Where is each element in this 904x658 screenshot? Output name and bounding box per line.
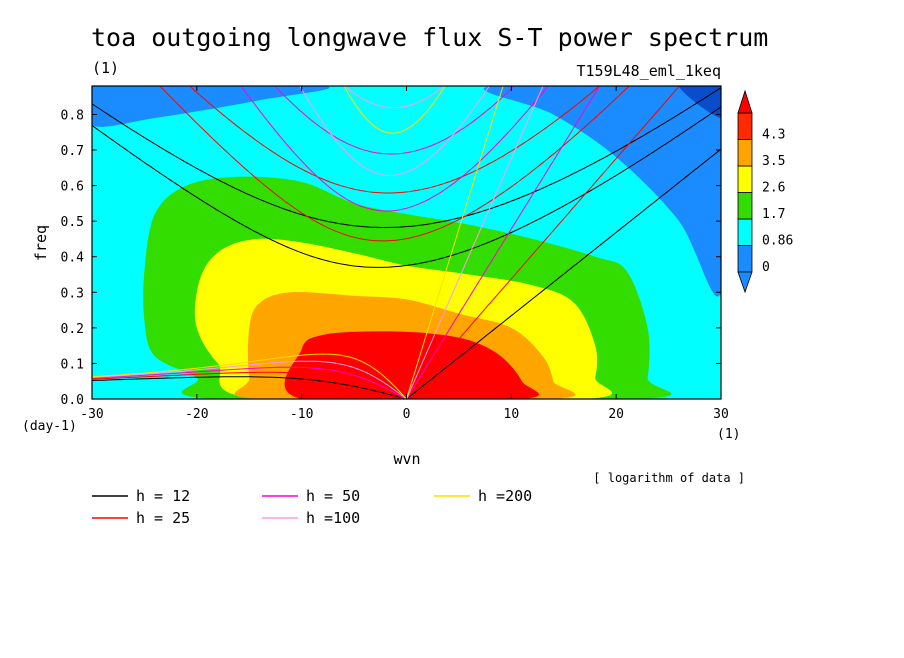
y-tick-label: 0.5 [61, 215, 84, 230]
colorbar-label: 1.7 [762, 207, 785, 222]
ig2-curve-h25 [188, 86, 601, 194]
legend: h = 12 h = 25 h = 50 h =100 h =200 [92, 487, 532, 527]
ig1-curve-h25 [159, 86, 631, 242]
chart-subtitle-left: (1) [92, 59, 119, 77]
colorbar-segment [737, 218, 753, 246]
rossby-curve-h12 [92, 376, 407, 399]
y-tick-label: 0.7 [61, 144, 84, 159]
x-tick-label: -30 [80, 407, 103, 422]
x-axis-label: wvn [393, 450, 420, 468]
colorbar-segment [737, 245, 753, 273]
y-tick-label: 0.2 [61, 322, 84, 337]
kelvin-curve-h12 [406, 148, 721, 399]
colorbar-segment [737, 112, 753, 140]
y-tick-label: 0.4 [61, 251, 85, 266]
rossby-curve-h100 [92, 360, 407, 399]
y-tick-label: 0.3 [61, 286, 84, 301]
kelvin-curve-h25 [406, 86, 681, 399]
rossby-curve-h50 [92, 366, 407, 399]
colorbar-arrow-bottom [737, 271, 753, 294]
contour-fill-1 [483, 86, 721, 297]
legend-label: h = 50 [306, 487, 360, 505]
x-tick-label: 30 [713, 407, 729, 422]
x-tick-label: 10 [504, 407, 520, 422]
data-note: [ logarithm of data ] [593, 471, 745, 485]
x-tick-label: 0 [403, 407, 411, 422]
colorbar: 0 0.86 1.7 2.6 3.5 4.3 [737, 89, 793, 294]
kelvin-curve-h50 [406, 86, 601, 399]
contour-fill-0 [92, 86, 330, 127]
legend-label: h = 12 [136, 487, 190, 505]
colorbar-segment [737, 165, 753, 193]
kelvin-curve-h200 [406, 86, 504, 399]
rossby-curve-h25 [92, 371, 407, 399]
chart-title: toa outgoing longwave flux S-T power spe… [91, 23, 768, 52]
x-tick-label: -20 [185, 407, 208, 422]
chart-subtitle-right: T159L48_eml_1keq [577, 62, 722, 80]
colorbar-label: 3.5 [762, 154, 785, 169]
y-tick-label: 0.8 [61, 108, 84, 123]
kelvin-curve-h100 [406, 86, 544, 399]
rossby-curve-h200 [92, 353, 407, 399]
x-tick-label: -10 [290, 407, 313, 422]
ig2-curve-h100 [344, 86, 445, 109]
colorbar-arrow-top [737, 89, 753, 114]
y-axis-unit: (day-1) [22, 419, 77, 434]
ig2-curve-h50 [274, 86, 516, 155]
y-axis-label: freq [32, 225, 50, 261]
colorbar-segment [737, 192, 753, 220]
x-axis-unit: (1) [717, 427, 740, 442]
y-tick-label: 0.6 [61, 180, 84, 195]
y-tick-label: 0.1 [61, 357, 84, 372]
ig1-curve-h100 [299, 86, 490, 176]
colorbar-label: 4.3 [762, 128, 785, 143]
x-tick-label: 20 [608, 407, 624, 422]
ig1-curve-h200 [343, 86, 446, 134]
colorbar-label: 0 [762, 260, 770, 275]
colorbar-segment [737, 139, 753, 167]
plot-area [92, 86, 721, 399]
ig1-curve-h12 [92, 106, 721, 268]
contour-fill-6 [284, 331, 539, 399]
legend-label: h =200 [478, 487, 532, 505]
y-tick-label: 0.0 [61, 393, 84, 408]
colorbar-label: 2.6 [762, 181, 785, 196]
colorbar-label: 0.86 [762, 234, 793, 249]
legend-label: h =100 [306, 509, 360, 527]
ig1-curve-h50 [240, 86, 549, 212]
ig2-curve-h12 [92, 87, 721, 228]
legend-label: h = 25 [136, 509, 190, 527]
